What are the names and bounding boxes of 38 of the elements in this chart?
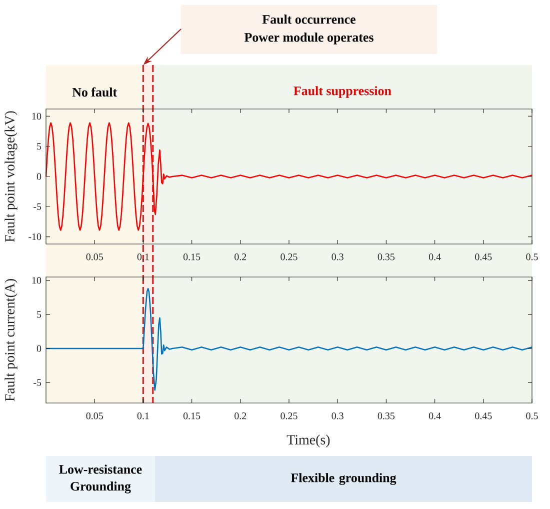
- x-tick-label: 0.1: [137, 412, 149, 420]
- x-tick-label: 0.35: [378, 412, 395, 420]
- y-axis-title: Fault point voltage(kV): [4, 111, 18, 242]
- x-tick-label: 0.05: [86, 412, 103, 420]
- y-tick-label: -5: [34, 203, 42, 210]
- x-axis-title: Time(s): [286, 434, 330, 448]
- x-tick-label: 0.25: [280, 412, 298, 420]
- x-tick-label: 0.45: [475, 254, 492, 260]
- text: Low-resistance Grounding: [59, 464, 142, 494]
- x-tick-label: 0.35: [378, 254, 395, 260]
- y-tick-label: 0: [36, 173, 42, 180]
- y-axis-title: Fault point current(A): [4, 279, 18, 402]
- x-tick-label: 0.3: [332, 412, 344, 420]
- x-tick-label: 0.25: [280, 254, 298, 260]
- x-tick-label: 0.4: [428, 254, 441, 260]
- x-tick-label: 0.15: [183, 254, 200, 260]
- y-tick-label: 10: [32, 112, 42, 120]
- y-tick-label: 5: [37, 143, 42, 150]
- x-tick-label: 0.5: [526, 254, 538, 260]
- x-tick-label: 0.3: [332, 254, 344, 260]
- y-tick-label: 10: [32, 277, 42, 284]
- x-tick-label: 0.2: [234, 254, 246, 260]
- y-tick-label: 0: [36, 345, 42, 352]
- x-tick-label: 0.2: [234, 412, 246, 420]
- text: Power module operates: [244, 32, 374, 44]
- line-series: [45, 122, 533, 231]
- y-tick-label: -10: [28, 233, 42, 240]
- x-tick-label: 0.4: [428, 412, 441, 420]
- x-tick-label: 0.05: [86, 254, 103, 260]
- text: Fault occurrence: [262, 14, 356, 24]
- x-tick-label: 0.15: [183, 412, 200, 420]
- y-tick-label: 5: [37, 311, 42, 318]
- y-tick-label: -5: [34, 379, 42, 386]
- text: Flexible grounding: [290, 473, 396, 485]
- band-label: No fault: [72, 87, 118, 97]
- x-tick-label: 0.5: [526, 412, 538, 420]
- band-label: Fault suppression: [294, 86, 392, 98]
- x-tick-label: 0.45: [475, 412, 492, 420]
